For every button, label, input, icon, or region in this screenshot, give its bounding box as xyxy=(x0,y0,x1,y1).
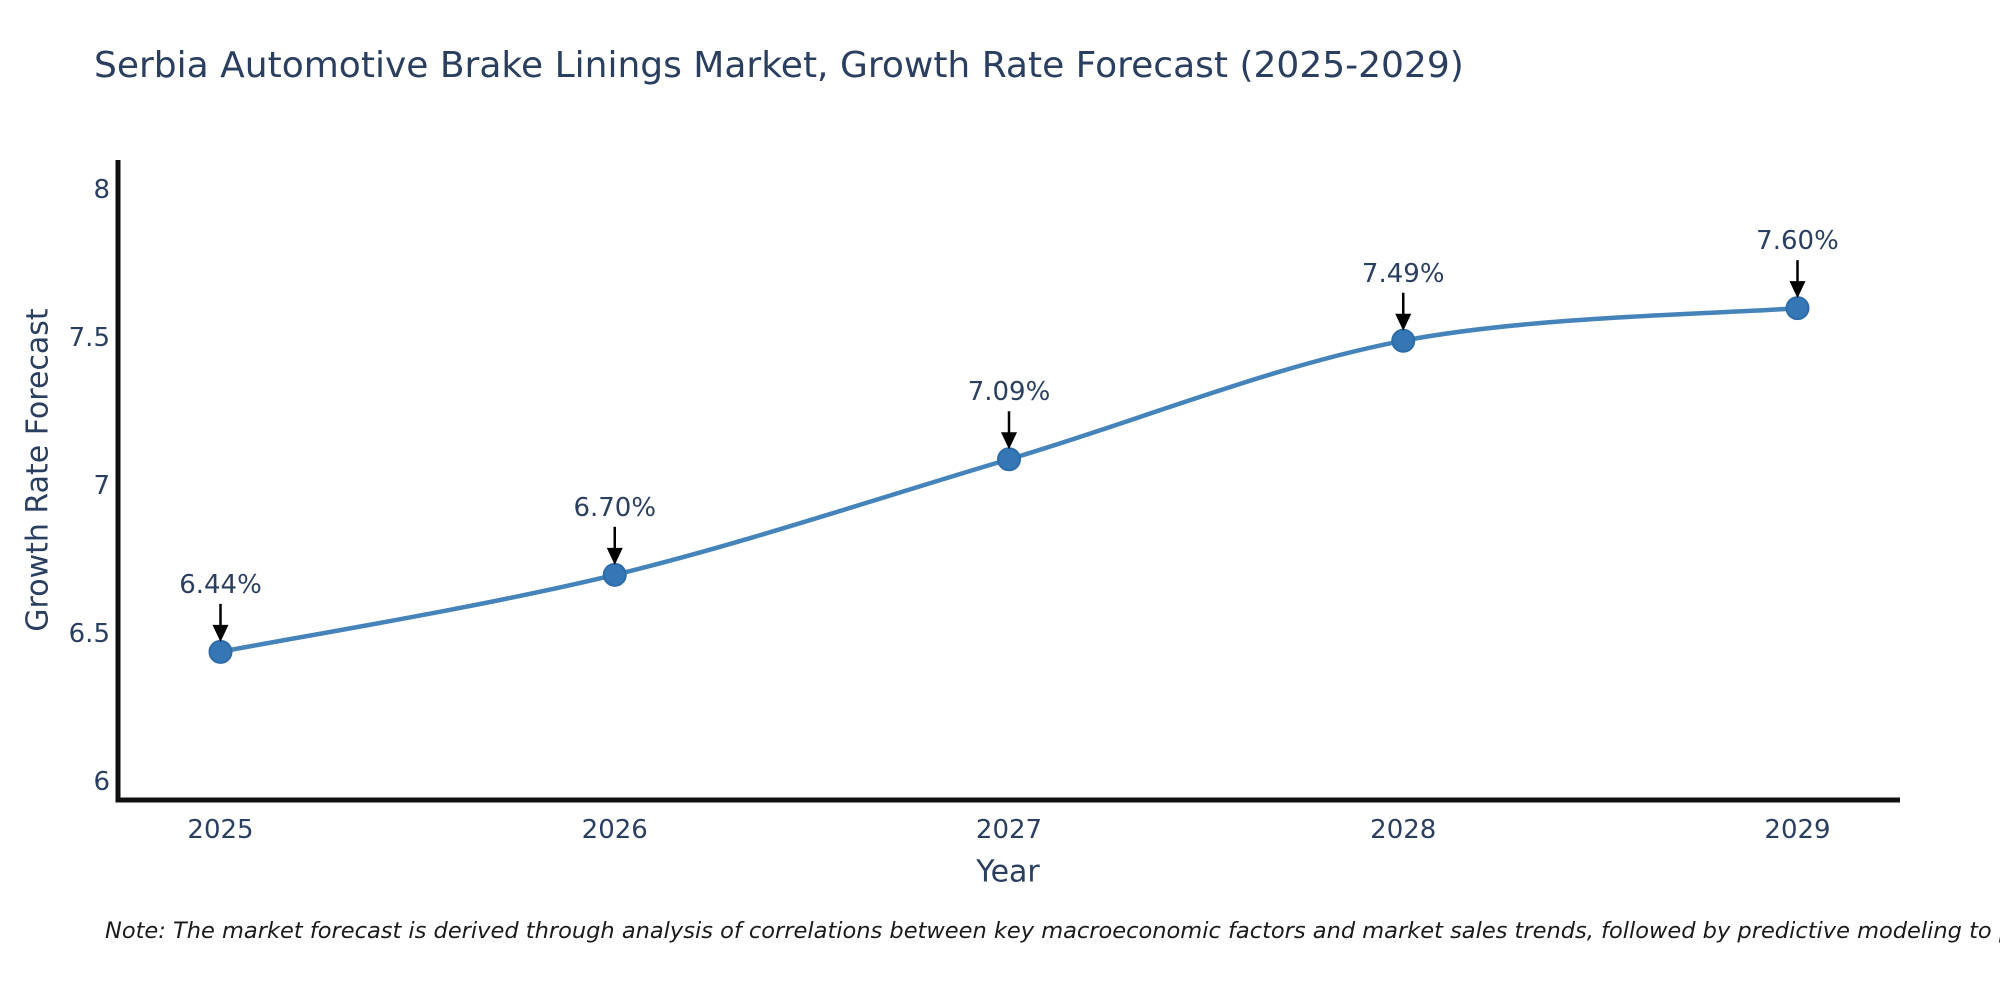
chart-title: Serbia Automotive Brake Linings Market, … xyxy=(94,45,1464,86)
line-series xyxy=(208,296,1810,664)
x-tick-label-2028: 2028 xyxy=(1370,815,1437,845)
y-tick-label-7.5: 7.5 xyxy=(68,322,110,353)
annotation-arrow-head-2028 xyxy=(1395,313,1412,331)
y-tick-label-6.5: 6.5 xyxy=(68,619,110,650)
x-tick-label-2027: 2027 xyxy=(975,815,1043,845)
x-tick-label-2026: 2026 xyxy=(581,815,648,845)
series-line xyxy=(220,305,1798,655)
data-point-marker-2025 xyxy=(208,639,233,664)
annotation-arrow-head-2026 xyxy=(606,547,623,565)
data-point-marker-2026 xyxy=(602,562,627,587)
annotation-arrows xyxy=(212,260,1806,642)
x-tick-label-2025: 2025 xyxy=(187,815,254,845)
chart-footnote: Note: The market forecast is derived thr… xyxy=(105,918,2000,944)
x-tick-label-2029: 2029 xyxy=(1764,815,1831,845)
point-value-label-2027: 7.09% xyxy=(967,377,1051,408)
data-point-marker-2029 xyxy=(1785,296,1810,321)
point-value-label-2026: 6.70% xyxy=(573,492,657,523)
annotation-arrow-head-2025 xyxy=(212,624,229,642)
point-value-label-2028: 7.49% xyxy=(1361,258,1445,289)
point-value-label-2029: 7.60% xyxy=(1756,226,1839,257)
point-value-label-2025: 6.44% xyxy=(179,569,262,600)
data-point-marker-2028 xyxy=(1391,328,1416,353)
y-tick-label-8: 8 xyxy=(93,174,110,205)
annotation-arrow-head-2029 xyxy=(1789,281,1806,299)
axis-spines xyxy=(115,160,1900,803)
y-tick-label-7: 7 xyxy=(93,470,110,501)
y-tick-label-6: 6 xyxy=(93,767,110,798)
x-axis-title: Year xyxy=(976,854,1040,890)
data-point-marker-2027 xyxy=(997,447,1021,472)
annotation-arrow-head-2027 xyxy=(1001,432,1017,450)
